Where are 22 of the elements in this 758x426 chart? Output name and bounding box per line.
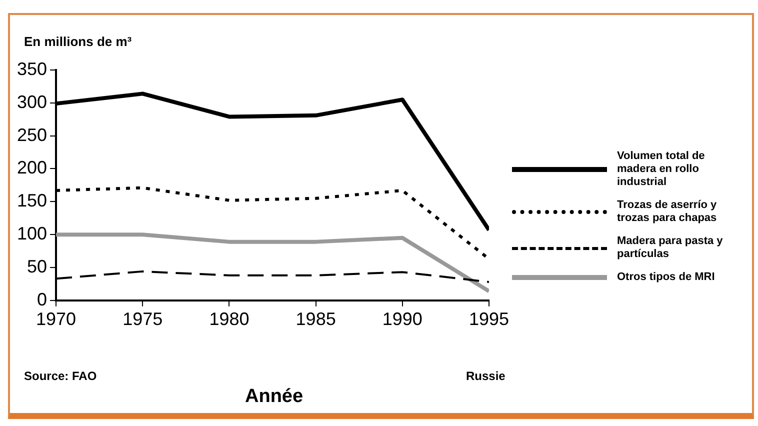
y-tick-label: 0: [37, 289, 48, 310]
text: Trozas de aserrío y trozas para chapas: [617, 199, 718, 225]
y-tick-label: 50: [27, 256, 48, 276]
y-tick-label: 300: [16, 92, 48, 112]
y-tick-label: 150: [16, 190, 48, 211]
y-tick-label: 100: [16, 224, 48, 244]
text: Madera para pasta y partículas: [617, 235, 724, 261]
source-note: Source: FAO: [24, 369, 97, 383]
x-tick-label: 1985: [296, 309, 336, 330]
x-tick-label: 1995: [468, 309, 510, 330]
y-axis-title: En millions de m³: [24, 34, 132, 49]
x-tick-label: 1970: [36, 309, 76, 330]
y-tick-label: 250: [16, 124, 48, 145]
x-tick-label: 1980: [209, 309, 250, 330]
y-tick-label: 350: [16, 58, 48, 79]
x-tick-label: 1975: [122, 309, 163, 330]
x-tick-label: 1990: [382, 309, 422, 330]
text: Otros tipos de MRI: [617, 271, 715, 284]
text: Volumen total de madera en rollo industrial: [617, 150, 706, 189]
text: Russie: [466, 369, 506, 383]
x-axis-title: Année: [245, 386, 304, 408]
y-tick-label: 200: [16, 158, 48, 178]
